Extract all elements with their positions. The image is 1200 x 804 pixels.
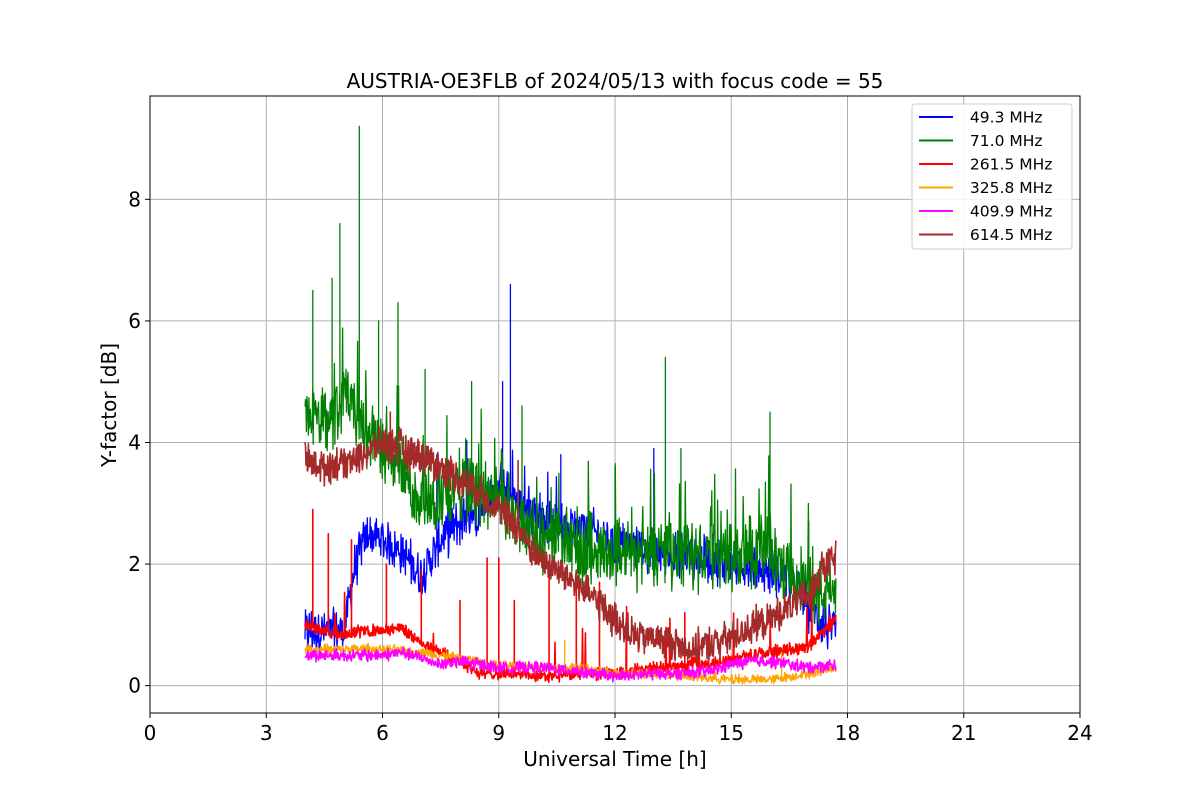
legend-label: 325.8 MHz bbox=[965, 179, 1052, 197]
series-layer bbox=[304, 125, 837, 685]
x-tick-label: 6 bbox=[376, 721, 389, 745]
x-tick-label: 12 bbox=[602, 721, 627, 745]
y-tick-label: 8 bbox=[128, 187, 141, 211]
x-tick-label: 15 bbox=[719, 721, 744, 745]
y-tick-label: 6 bbox=[128, 309, 141, 333]
series-line bbox=[304, 646, 837, 683]
x-axis-label: Universal Time [h] bbox=[523, 747, 706, 771]
y-tick-label: 4 bbox=[128, 430, 141, 454]
chart-title: AUSTRIA-OE3FLB of 2024/05/13 with focus … bbox=[347, 69, 884, 93]
x-tick-label: 18 bbox=[835, 721, 860, 745]
x-tick-label: 3 bbox=[260, 721, 273, 745]
legend: 49.3 MHz 71.0 MHz 261.5 MHz 325.8 MHz 40… bbox=[911, 103, 1073, 250]
legend-label: 261.5 MHz bbox=[965, 156, 1052, 174]
x-tick-label: 24 bbox=[1067, 721, 1092, 745]
y-tick-label: 0 bbox=[128, 674, 141, 698]
legend-label: 71.0 MHz bbox=[965, 132, 1043, 150]
x-tick-label: 0 bbox=[144, 721, 157, 745]
legend-label: 49.3 MHz bbox=[965, 109, 1043, 127]
x-tick-label: 9 bbox=[492, 721, 505, 745]
y-axis-label: Y-factor [dB] bbox=[97, 343, 121, 468]
series-line bbox=[304, 639, 837, 685]
legend-label: 409.9 MHz bbox=[965, 203, 1052, 221]
y-tick-label: 2 bbox=[128, 552, 141, 576]
x-tick-label: 21 bbox=[951, 721, 976, 745]
series-line bbox=[304, 411, 837, 662]
legend-label: 614.5 MHz bbox=[965, 226, 1052, 244]
